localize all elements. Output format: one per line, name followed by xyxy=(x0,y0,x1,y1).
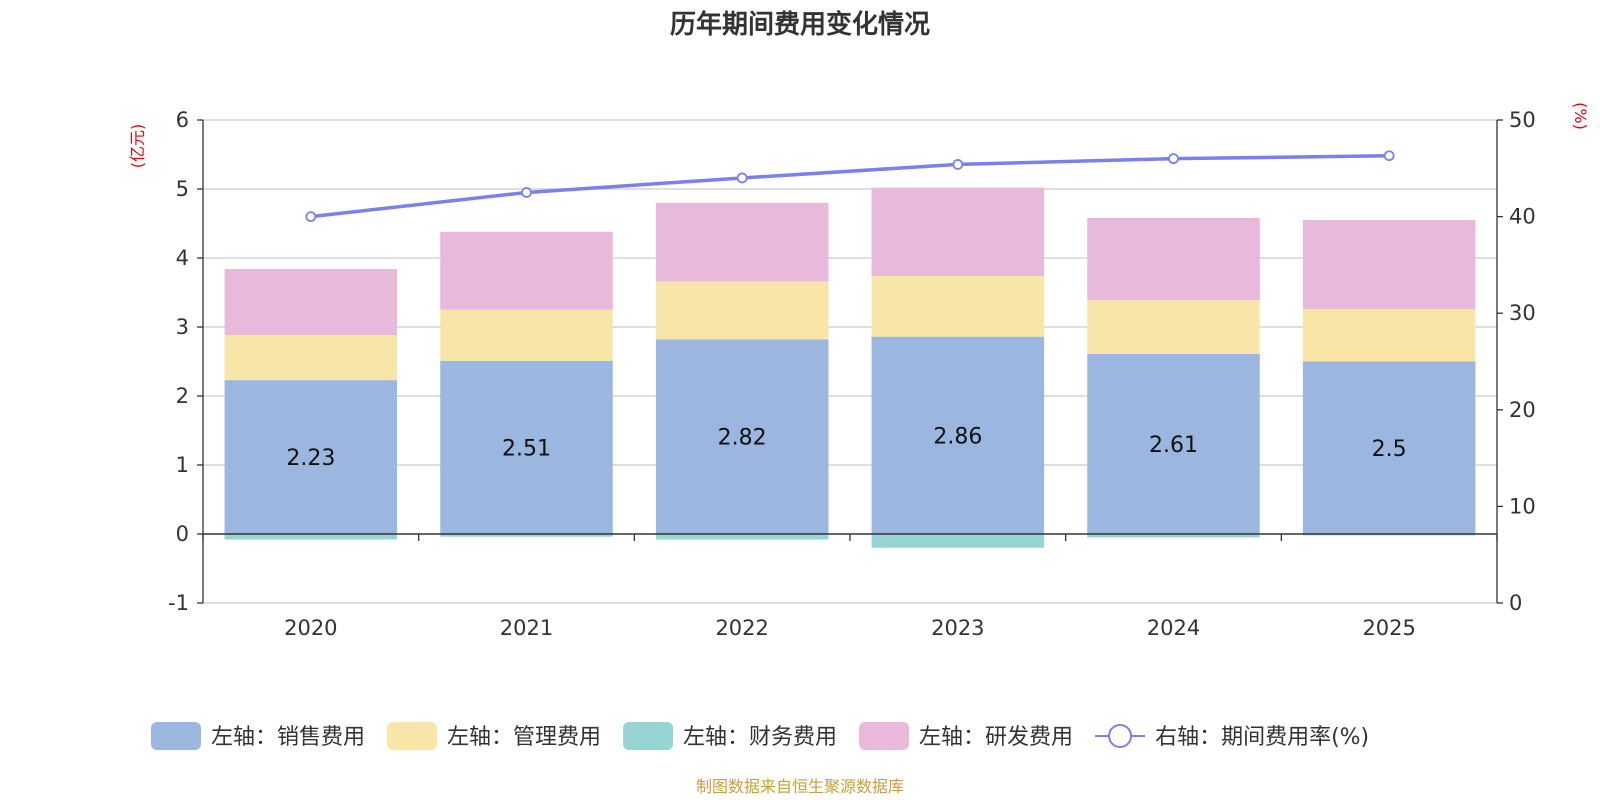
left-tick-label: 6 xyxy=(176,108,189,132)
bar-segment[interactable] xyxy=(871,336,1045,534)
legend-label: 左轴：财务费用 xyxy=(683,725,837,750)
left-tick-label: 5 xyxy=(176,177,189,201)
legend-label: 左轴：销售费用 xyxy=(211,725,365,750)
legend-label: 右轴：期间费用率(%) xyxy=(1155,725,1369,750)
bar-segment[interactable] xyxy=(655,339,829,534)
left-tick-label: 4 xyxy=(176,246,189,270)
rate-point[interactable] xyxy=(1383,150,1395,162)
rate-point[interactable] xyxy=(521,187,532,198)
right-tick-label: 50 xyxy=(1509,108,1536,132)
bar-segment[interactable] xyxy=(440,309,613,361)
category-label: 2023 xyxy=(931,616,984,640)
legend-item[interactable]: 左轴：管理费用 xyxy=(387,722,601,750)
bar-segment[interactable] xyxy=(440,231,613,310)
bar-value-label: 2.86 xyxy=(933,424,982,449)
category-label: 2024 xyxy=(1147,616,1200,640)
source-note: 制图数据来自恒生聚源数据库 xyxy=(696,777,904,796)
category-label: 2020 xyxy=(284,616,337,640)
bar-segment[interactable] xyxy=(655,202,829,282)
bars xyxy=(224,187,1476,548)
right-tick-label: 10 xyxy=(1509,494,1536,518)
left-tick-label: 3 xyxy=(176,315,189,339)
legend-swatch xyxy=(151,722,201,750)
bar-segment[interactable] xyxy=(224,269,398,336)
legend-swatch xyxy=(859,722,910,750)
bar-segment[interactable] xyxy=(1087,217,1260,301)
left-tick-label: 2 xyxy=(176,384,189,408)
left-tick-label: -1 xyxy=(168,591,189,615)
rate-point[interactable] xyxy=(736,172,748,184)
legend-item[interactable]: 右轴：期间费用率(%) xyxy=(1095,724,1369,750)
bar-segment[interactable] xyxy=(1302,309,1476,362)
legend-item[interactable]: 左轴：销售费用 xyxy=(151,722,365,750)
legend-label: 左轴：研发费用 xyxy=(919,725,1073,750)
legend-marker xyxy=(1108,724,1133,748)
category-label: 2021 xyxy=(500,616,553,640)
left-tick-label: 0 xyxy=(176,522,189,546)
legend-label: 左轴：管理费用 xyxy=(447,725,601,750)
left-tick-label: 1 xyxy=(176,453,189,477)
category-label: 2025 xyxy=(1362,616,1415,640)
chart-title: 历年期间费用变化情况 xyxy=(670,9,930,40)
right-tick-label: 20 xyxy=(1509,398,1536,422)
bar-segment[interactable] xyxy=(224,534,398,540)
bar-segment[interactable] xyxy=(440,534,613,537)
bar-value-label: 2.51 xyxy=(502,436,551,461)
rate-point[interactable] xyxy=(952,159,964,170)
rate-point[interactable] xyxy=(305,211,317,223)
right-tick-label: 0 xyxy=(1509,591,1522,615)
legend-swatch xyxy=(387,722,438,750)
bar-segment[interactable] xyxy=(655,534,829,540)
axes: -1 0 1 2 3 4 5 6 0 10 20 30 40 50 2020 2021 2022 2023 2024… xyxy=(168,108,1536,640)
bar-segment[interactable] xyxy=(1302,220,1476,310)
right-tick-label: 40 xyxy=(1509,205,1536,229)
bar-segment[interactable] xyxy=(1302,361,1476,535)
bar-segment[interactable] xyxy=(655,281,829,340)
bar-segment[interactable] xyxy=(224,380,398,534)
bar-segment[interactable] xyxy=(1087,534,1260,538)
bar-segment[interactable] xyxy=(871,534,1045,548)
right-axis-unit: (%) xyxy=(1571,102,1590,130)
bar-segment[interactable] xyxy=(1087,300,1260,354)
right-tick-label: 30 xyxy=(1509,301,1536,325)
rate-line xyxy=(305,150,1395,223)
legend[interactable]: 左轴：销售费用 左轴：管理费用 左轴：财务费用 左轴：研发费用 右轴：期间费用率(%) xyxy=(151,722,1369,750)
bar-labels: 2.23 2.51 2.82 2.86 2.61 2.5 xyxy=(286,424,1406,471)
rate-point[interactable] xyxy=(1168,153,1179,165)
bar-value-label: 2.23 xyxy=(286,446,335,471)
bar-value-label: 2.61 xyxy=(1149,433,1198,458)
bar-segment[interactable] xyxy=(871,187,1045,276)
bar-segment[interactable] xyxy=(440,360,613,534)
category-label: 2022 xyxy=(715,616,768,640)
bar-segment[interactable] xyxy=(871,275,1045,337)
rate-line-path xyxy=(310,153,1390,219)
bar-value-label: 2.82 xyxy=(718,426,767,451)
legend-swatch xyxy=(623,722,674,750)
legend-item[interactable]: 左轴：研发费用 xyxy=(859,722,1073,750)
left-axis-unit: (亿元) xyxy=(128,124,147,169)
bar-value-label: 2.5 xyxy=(1372,437,1407,462)
legend-item[interactable]: 左轴：财务费用 xyxy=(623,722,837,750)
bar-segment[interactable] xyxy=(1087,353,1260,534)
bar-segment[interactable] xyxy=(224,335,398,381)
gridlines xyxy=(203,119,1497,604)
